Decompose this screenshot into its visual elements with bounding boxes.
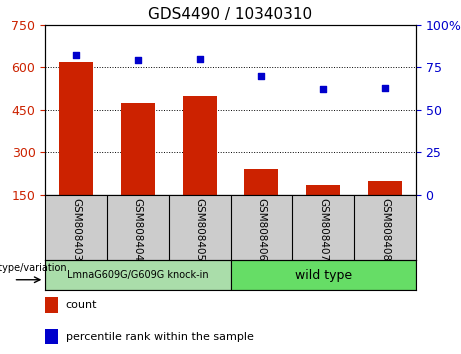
Point xyxy=(196,56,203,62)
Bar xyxy=(59,62,93,195)
Text: count: count xyxy=(65,300,97,310)
Text: GSM808407: GSM808407 xyxy=(318,198,328,261)
Bar xyxy=(306,185,340,195)
Text: wild type: wild type xyxy=(295,269,352,282)
Title: GDS4490 / 10340310: GDS4490 / 10340310 xyxy=(148,7,313,22)
Bar xyxy=(244,169,278,195)
Text: GSM808403: GSM808403 xyxy=(71,198,81,261)
Point xyxy=(134,58,142,63)
Bar xyxy=(45,329,58,344)
Bar xyxy=(121,103,155,195)
Point xyxy=(381,85,389,91)
Bar xyxy=(183,96,217,195)
Text: GSM808408: GSM808408 xyxy=(380,198,390,261)
Text: genotype/variation: genotype/variation xyxy=(0,263,67,273)
Point xyxy=(319,86,327,92)
Bar xyxy=(368,181,402,195)
Text: percentile rank within the sample: percentile rank within the sample xyxy=(65,332,254,342)
Bar xyxy=(45,260,230,290)
Bar xyxy=(45,297,58,313)
Text: LmnaG609G/G609G knock-in: LmnaG609G/G609G knock-in xyxy=(67,270,209,280)
Text: GSM808406: GSM808406 xyxy=(256,198,266,261)
Text: GSM808405: GSM808405 xyxy=(195,198,205,261)
Text: GSM808404: GSM808404 xyxy=(133,198,143,261)
Point xyxy=(72,52,80,58)
Bar xyxy=(230,260,416,290)
Point xyxy=(258,73,265,79)
